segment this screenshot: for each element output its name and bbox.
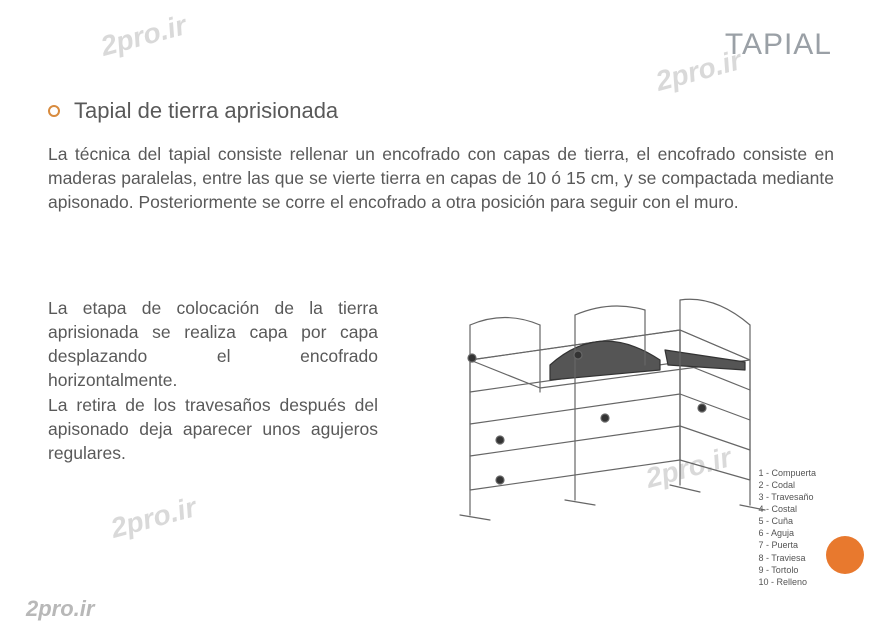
watermark: 2pro.ir	[97, 9, 189, 62]
footer-logo: 2pro.ir	[26, 596, 94, 622]
bullet-icon	[48, 105, 60, 117]
legend-item: 7 - Puerta	[758, 539, 816, 551]
legend-item: 2 - Codal	[758, 479, 816, 491]
diagram-legend: 1 - Compuerta 2 - Codal 3 - Travesaño 4 …	[758, 467, 816, 588]
page-title: TAPIAL	[725, 28, 832, 62]
legend-item: 4 - Costal	[758, 503, 816, 515]
paragraph-1: La técnica del tapial consiste rellenar …	[48, 142, 834, 214]
legend-item: 3 - Travesaño	[758, 491, 816, 503]
subtitle: Tapial de tierra aprisionada	[74, 98, 338, 124]
accent-dot-icon	[826, 536, 864, 574]
legend-item: 6 - Aguja	[758, 527, 816, 539]
paragraph-2: La etapa de colocación de la tierra apri…	[48, 296, 378, 465]
legend-item: 5 - Cuña	[758, 515, 816, 527]
watermark: 2pro.ir	[107, 491, 199, 544]
tapial-diagram	[400, 270, 800, 550]
legend-item: 10 - Relleno	[758, 576, 816, 588]
legend-item: 1 - Compuerta	[758, 467, 816, 479]
subtitle-row: Tapial de tierra aprisionada	[48, 98, 338, 124]
legend-item: 9 - Tortolo	[758, 564, 816, 576]
legend-item: 8 - Traviesa	[758, 552, 816, 564]
